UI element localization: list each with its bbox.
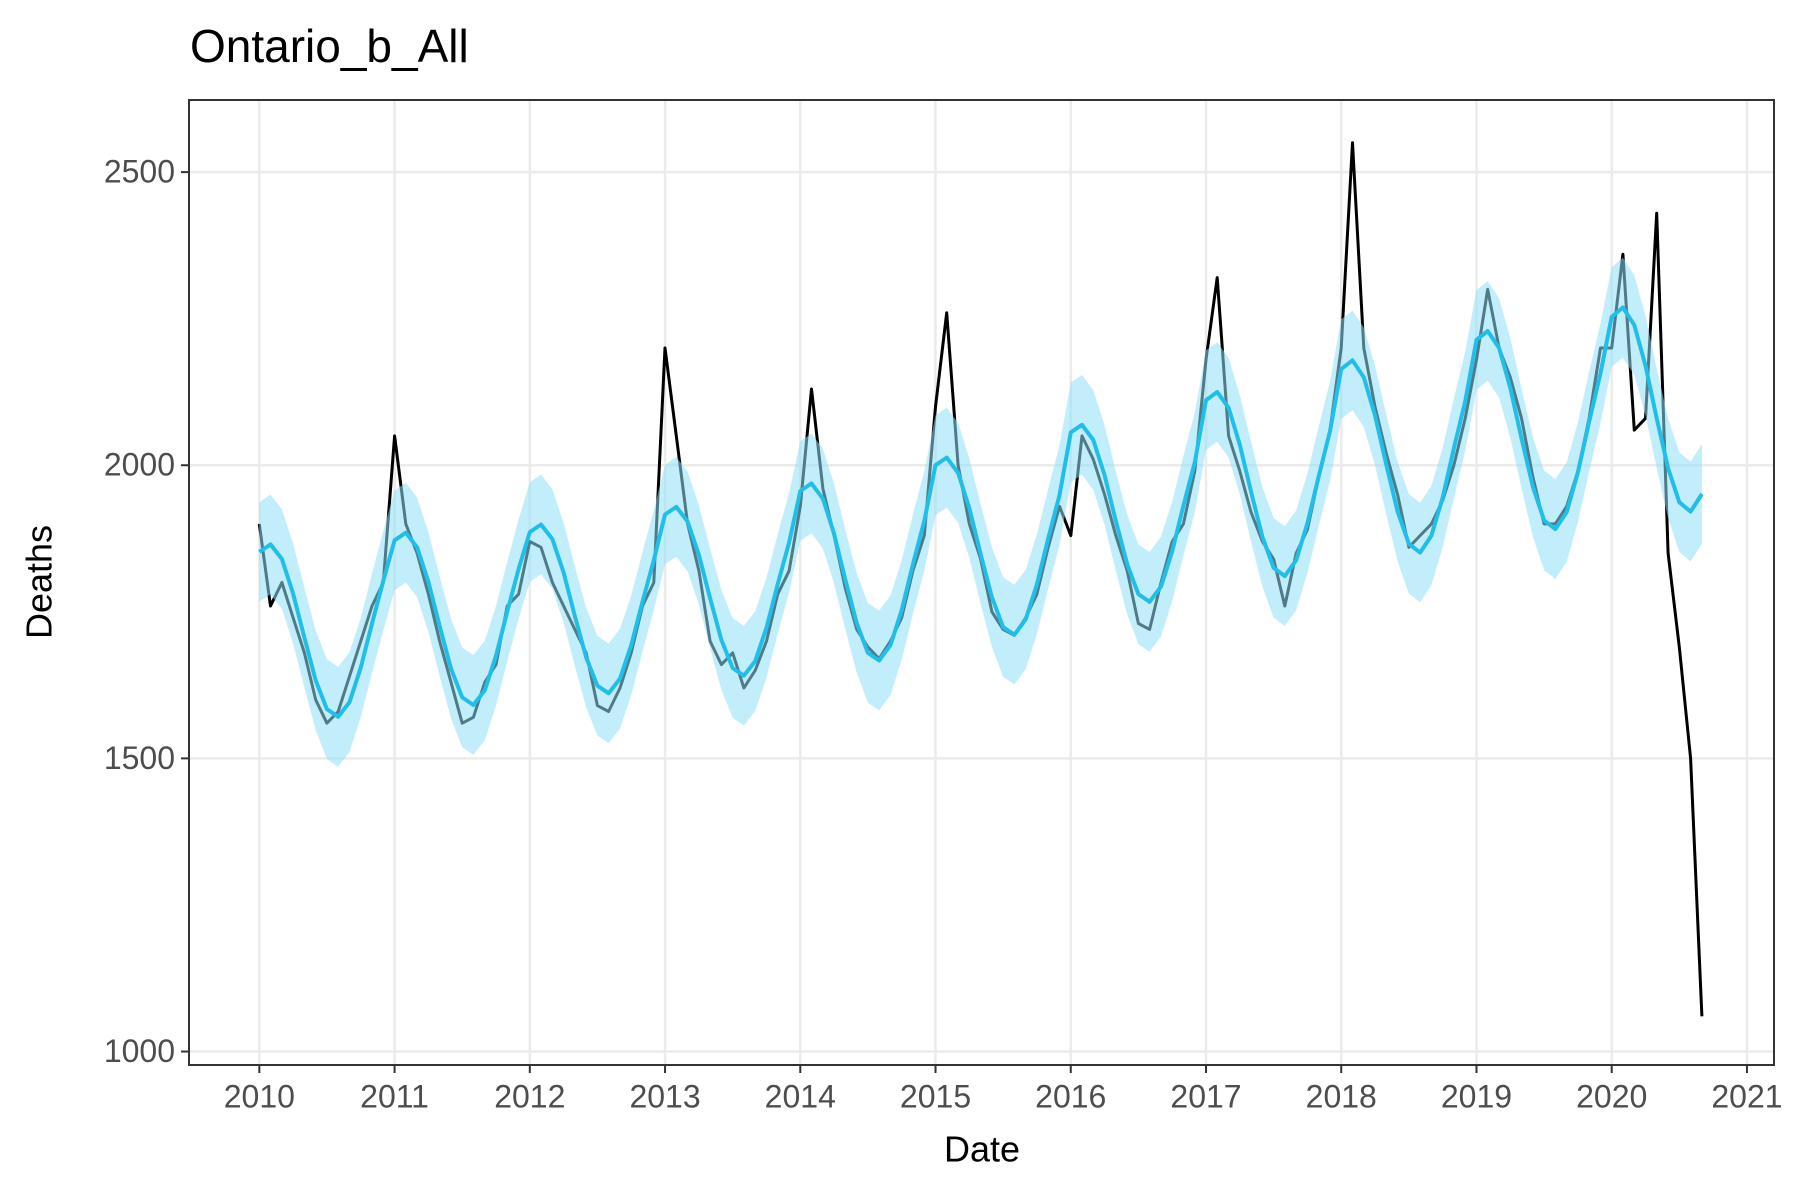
y-tick-label: 1500 bbox=[104, 740, 175, 776]
x-tick-label: 2012 bbox=[494, 1078, 565, 1114]
y-tick-label: 1000 bbox=[104, 1033, 175, 1069]
x-tick-label: 2019 bbox=[1441, 1078, 1512, 1114]
x-tick-label: 2020 bbox=[1576, 1078, 1647, 1114]
y-axis-title: Deaths bbox=[19, 525, 60, 639]
x-tick-label: 2010 bbox=[224, 1078, 295, 1114]
confidence-band bbox=[259, 257, 1702, 767]
fitted-line bbox=[258, 305, 1704, 719]
chart-title: Ontario_b_All bbox=[190, 20, 469, 72]
y-tick-label: 2500 bbox=[104, 154, 175, 190]
x-tick-label: 2018 bbox=[1306, 1078, 1377, 1114]
x-tick-label: 2017 bbox=[1170, 1078, 1241, 1114]
x-axis-title: Date bbox=[944, 1129, 1020, 1170]
x-tick-label: 2015 bbox=[900, 1078, 971, 1114]
x-tick-label: 2011 bbox=[360, 1078, 429, 1114]
x-tick-label: 2021 bbox=[1711, 1078, 1782, 1114]
panel-border bbox=[188, 99, 1775, 1066]
x-tick-label: 2016 bbox=[1035, 1078, 1106, 1114]
x-tick-label: 2013 bbox=[629, 1078, 700, 1114]
y-tick-label: 2000 bbox=[104, 447, 175, 483]
x-tick-label: 2014 bbox=[765, 1078, 836, 1114]
